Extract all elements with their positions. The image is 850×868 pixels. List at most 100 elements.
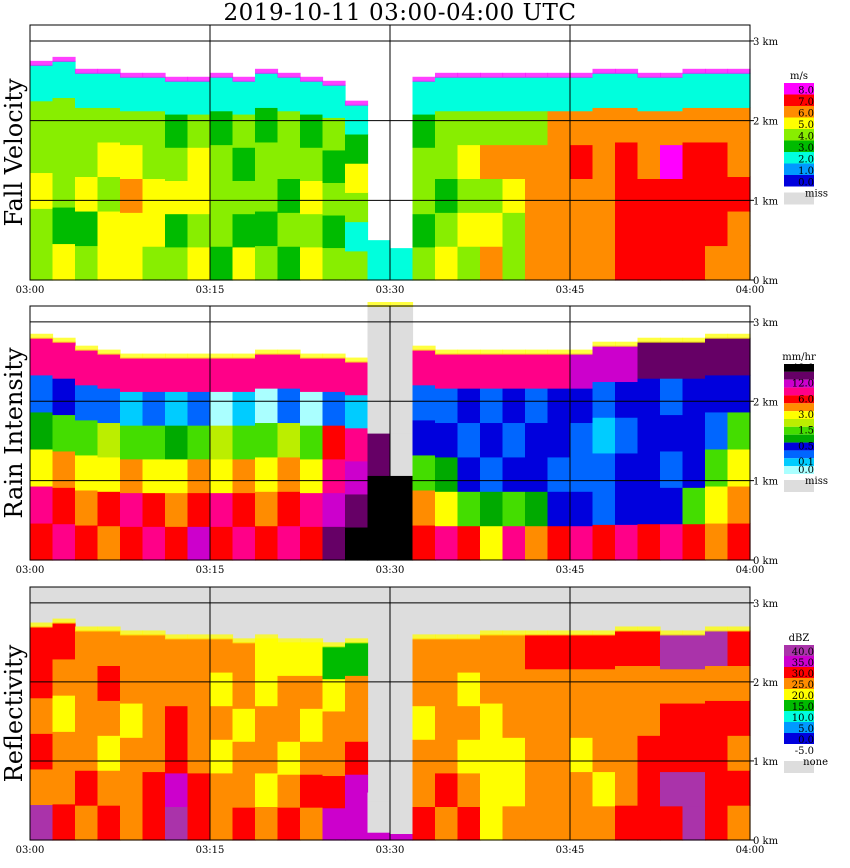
colorbar-label: 3.0 [798,410,814,421]
cloud-top-fringe [165,634,189,640]
colorbar-label: 40.0 [792,647,814,658]
heatmap-cell [120,634,144,670]
heatmap-cell [570,76,594,112]
colorbar-swatch [784,656,814,667]
cloud-top-fringe [187,76,211,82]
heatmap-cell [120,771,144,807]
heatmap-cell [682,210,706,247]
heatmap-cell [322,646,346,680]
heatmap-cell [547,212,571,247]
heatmap-cell [457,212,481,247]
heatmap-cell [525,491,549,527]
heatmap-cell [277,708,301,742]
heatmap-cell [30,411,54,450]
heatmap-cell [592,452,616,490]
heatmap-cell [570,737,594,773]
heatmap-cell [502,144,526,179]
heatmap-cell [255,176,279,212]
heatmap-cell [300,80,324,115]
x-tick-label: 03:45 [556,565,585,576]
heatmap-cell [52,803,76,841]
heatmap-cell [345,361,369,396]
heatmap-cell [615,107,639,143]
heatmap-cell [210,492,234,527]
heatmap-cell [637,144,661,179]
heatmap-cell [30,697,54,734]
heatmap-cell [705,411,729,450]
heatmap-cell [705,630,729,666]
colorbar-label: 5.0 [798,724,814,735]
heatmap-cell [547,422,571,458]
heatmap-cell [30,244,54,281]
heatmap-cell [277,807,301,841]
heatmap-cell [637,523,661,561]
heatmap-cell [30,64,54,102]
heatmap-cell [345,460,369,495]
heatmap-cell [592,345,616,383]
colorbar-swatch [784,711,814,722]
heatmap-cell [682,805,706,841]
heatmap-cell [412,419,436,456]
heatmap-cell [435,491,459,527]
heatmap-cell [637,178,661,213]
cloud-top-fringe [165,353,189,359]
cloud-top-fringe [705,68,729,74]
colorbar-label: 15.0 [792,702,814,713]
heatmap-cell [727,770,751,806]
heatmap-cell [615,524,639,561]
heatmap-cell [165,425,189,460]
colorbar-label: 8.0 [798,86,814,97]
heatmap-cell [277,642,301,676]
heatmap-cell [660,246,684,281]
heatmap-cell [525,668,549,704]
heatmap-cell [502,805,526,841]
heatmap-cell [255,141,279,178]
heatmap-cell [52,341,76,379]
heatmap-cell [682,523,706,561]
heatmap-cell [232,80,256,115]
heatmap-cell [255,422,279,458]
heatmap-cell [435,772,459,807]
heatmap-cell [457,806,481,841]
heatmap-cell [435,144,459,179]
heatmap-cell [187,526,211,561]
heatmap-cell [322,84,346,118]
heatmap-cell [255,772,279,807]
cloud-top-fringe [367,302,391,307]
heatmap-cell [570,212,594,247]
heatmap-cell [570,246,594,281]
colorbar-swatch [784,117,814,129]
heatmap-cell [412,638,436,673]
x-tick-label: 04:00 [736,845,765,856]
heatmap-cell [502,456,526,492]
colorbar-swatch [784,140,814,152]
heatmap-cell [300,458,324,494]
heatmap-cell [480,491,504,527]
heatmap-cell [300,708,324,742]
cloud-top-fringe [120,353,144,359]
cloud-top-fringe [322,80,346,86]
colorbar-swatch [784,175,814,187]
heatmap-cell [255,456,279,492]
heatmap-cell [390,517,414,561]
cloud-top-fringe [232,638,256,644]
heatmap-cell [187,492,211,527]
heatmap-cell [727,210,751,247]
heatmap-cell [97,630,121,666]
colorbar-swatch [784,450,814,459]
heatmap-cell [52,170,76,208]
cloud-top-fringe [412,345,436,351]
heatmap-cell [502,212,526,247]
heatmap-cell [502,525,526,561]
colorbar-swatch [784,83,814,95]
heatmap-cell [502,491,526,527]
colorbar-label: 48.0 [792,363,814,374]
heatmap-cell [592,141,616,178]
heatmap-cell [120,246,144,281]
heatmap-cell [97,72,121,108]
heatmap-cell [255,705,279,740]
heatmap-cell [570,456,594,492]
heatmap-cell [615,805,639,841]
heatmap-cell [682,141,706,178]
heatmap-cell [727,337,751,376]
